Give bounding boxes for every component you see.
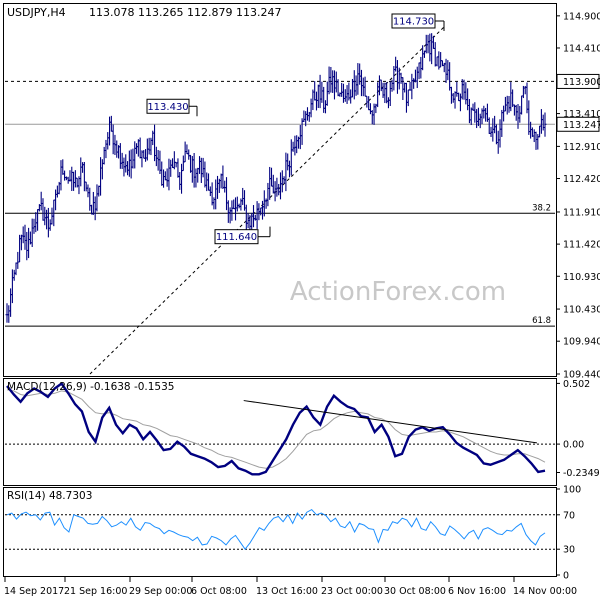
- price-levels: 38.2 61.8: [5, 80, 555, 327]
- level-price-tag: [556, 73, 600, 89]
- rsi-y-axis: 100 70 30 0: [556, 485, 581, 582]
- rsi-y-tick-label: 70: [563, 510, 575, 521]
- x-tick-label: 23 Oct 00:00: [321, 586, 383, 597]
- price-y-tick-label: 109.940: [563, 337, 600, 348]
- price-y-tick-label: 110.430: [563, 305, 600, 316]
- price-y-tick-label: 112.910: [563, 142, 600, 153]
- rsi-pane: [3, 487, 557, 577]
- rsi-y-tick-label: 0: [563, 571, 569, 582]
- x-tick-label: 21 Sep 16:00: [64, 586, 127, 597]
- rsi-y-tick-label: 30: [563, 545, 575, 556]
- current-price-label: 113.247: [563, 120, 600, 131]
- x-tick-label: 13 Oct 16:00: [256, 586, 318, 597]
- annotation-label: 113.430: [147, 102, 188, 113]
- macd-line: [6, 381, 546, 476]
- level-price-label: 113.900: [563, 77, 600, 88]
- price-y-tick-label: 109.440: [563, 370, 600, 381]
- x-tick-label: 6 Nov 16:00: [448, 586, 506, 597]
- fib-level-label: 38.2: [532, 203, 551, 213]
- price-y-tick-label: 114.900: [563, 11, 600, 22]
- price-y-tick-label: 110.930: [563, 272, 600, 283]
- macd-plot: [5, 381, 555, 476]
- macd-y-tick-label: 0.502: [563, 379, 590, 390]
- fib-level-label: 61.8: [532, 316, 551, 326]
- macd-pane: [3, 378, 557, 486]
- macd-y-axis: 0.502 0.00 -0.2349: [556, 379, 600, 479]
- x-tick-label: 6 Oct 08:00: [191, 586, 247, 597]
- x-tick-label: 29 Sep 00:00: [129, 586, 192, 597]
- macd-y-tick-label: 0.00: [563, 440, 584, 451]
- x-axis: 14 Sep 2017 21 Sep 16:00 29 Sep 00:006 Oct…: [4, 577, 577, 597]
- rsi-title: RSI(14) 48.7303: [7, 490, 92, 502]
- macd-trendline: [243, 400, 538, 444]
- x-tick-label: 14 Nov 00:00: [513, 586, 577, 597]
- x-tick-label: 30 Oct 08:00: [384, 586, 446, 597]
- macd-title: MACD(12,26,9) -0.1638 -0.1535: [7, 381, 174, 393]
- rsi-line: [6, 508, 546, 551]
- x-tick-label: 14 Sep 2017: [4, 586, 64, 597]
- annotation-label: 114.730: [393, 16, 434, 27]
- current-price-tag: [556, 116, 600, 132]
- price-annotations: 113.430 111.640 114.730: [146, 13, 445, 245]
- price-title: USDJPY,H4: [7, 6, 66, 19]
- price-y-tick-label: 111.420: [563, 240, 600, 251]
- macd-y-tick-label: -0.2349: [563, 468, 600, 479]
- price-bars: [5, 33, 547, 323]
- price-y-axis: 114.900 114.410 113.900 113.410 112.910 112.4…: [556, 11, 600, 381]
- price-bar: [543, 112, 547, 137]
- price-y-tick-label: 112.420: [563, 174, 600, 185]
- price-y-tick-label: 114.410: [563, 43, 600, 54]
- price-y-tick-label: 111.910: [563, 207, 600, 218]
- annotation-label: 111.640: [216, 232, 257, 243]
- price-y-tick-label: 113.410: [563, 109, 600, 120]
- rsi-y-tick-label: 100: [563, 485, 581, 496]
- rsi-plot: [5, 508, 555, 551]
- price-ohlc: 113.078 113.265 112.879 113.247: [89, 6, 281, 19]
- watermark: ActionForex.com: [290, 277, 506, 307]
- macd-signal-line: [6, 389, 546, 469]
